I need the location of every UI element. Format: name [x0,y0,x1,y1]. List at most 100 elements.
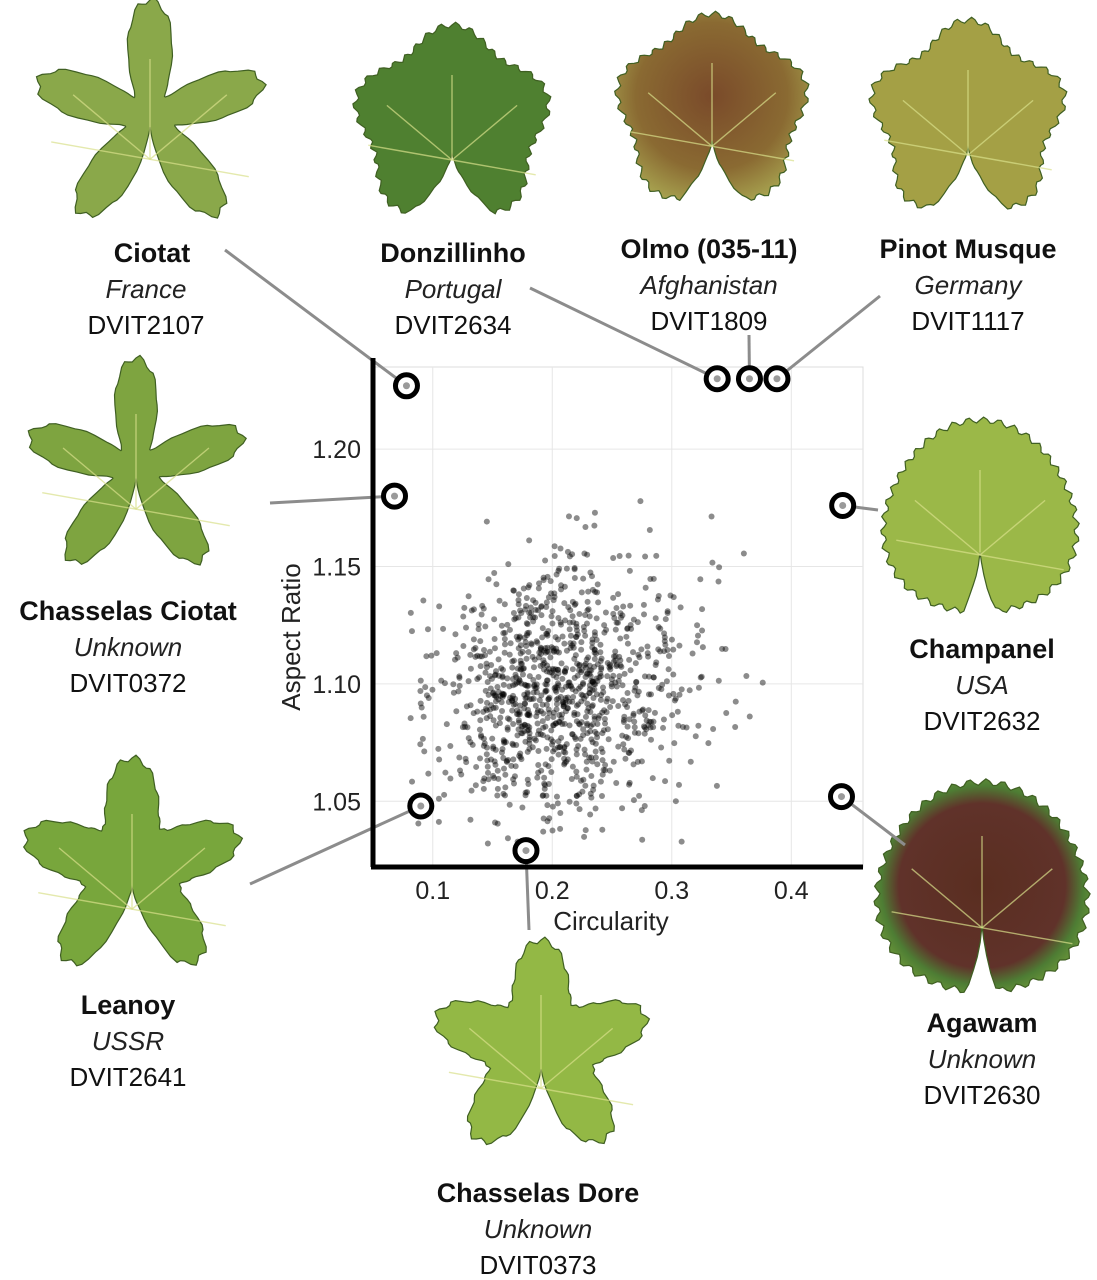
data-point [660,724,667,731]
data-point [616,653,623,660]
data-point [594,589,601,596]
data-point [524,727,531,734]
data-point [665,692,672,699]
data-point [517,660,524,667]
data-point [569,731,576,738]
data-point [493,693,500,700]
data-point [583,758,590,765]
data-point [482,623,489,630]
data-point [586,662,593,669]
data-point [487,713,494,720]
data-point [581,627,588,634]
data-point [576,667,583,674]
data-point [510,587,517,594]
data-point [592,650,599,657]
data-point [478,611,485,618]
data-point [561,640,568,647]
data-point [567,632,574,639]
data-point [460,643,467,650]
data-point [582,782,589,789]
data-point [601,715,608,722]
data-point [571,655,578,662]
data-point [661,648,668,655]
data-point [601,622,608,629]
label-agawam: Agawam Unknown DVIT2630 [923,1008,1040,1110]
leaf-vein [896,539,981,556]
data-point [592,728,599,735]
data-point [501,649,508,656]
data-point [540,574,547,581]
data-point [601,629,608,636]
data-point [557,825,564,832]
data-point [659,681,666,688]
data-point [540,657,547,664]
data-point [638,758,645,765]
data-point [525,710,532,717]
data-point [664,609,671,616]
data-point [492,761,499,768]
data-point [506,651,513,658]
data-point [596,674,603,681]
highlighted-point [392,372,420,400]
data-point [501,635,508,642]
data-point [591,646,598,653]
data-point [558,715,565,722]
data-point [592,754,599,761]
data-point [630,649,637,656]
data-point [617,662,624,669]
data-point [544,631,551,638]
data-point [522,602,529,609]
data-point [534,639,541,646]
data-point [534,774,541,781]
data-point [481,740,488,747]
data-point [540,792,547,799]
data-point [573,792,580,799]
data-point [588,678,595,685]
data-point [582,827,589,834]
highlighted-point [829,491,857,519]
data-point [528,695,535,702]
data-point [664,608,671,615]
data-point [650,575,657,582]
data-point [689,650,696,657]
data-point [417,700,424,707]
data-point [525,648,532,655]
data-point [559,699,566,706]
data-point [524,682,531,689]
data-point [648,736,655,743]
data-point [667,592,674,599]
leaf-vein [386,104,453,161]
data-point [544,573,551,580]
donzillinho-leaf [352,21,552,215]
data-point [521,728,528,735]
data-point [655,684,662,691]
data-point [640,601,647,608]
data-point [575,743,582,750]
data-point [631,687,638,694]
data-point [589,702,596,709]
data-point [565,513,572,520]
data-point [529,653,536,660]
data-point [460,613,467,620]
leaf-vein [914,499,981,556]
data-point [586,690,593,697]
data-point [526,673,533,680]
data-point [522,682,529,689]
data-point [641,802,648,809]
data-point [499,666,506,673]
data-point [463,703,470,710]
data-point [569,598,576,605]
data-point [511,616,518,623]
data-point [495,656,502,663]
data-point [642,553,649,560]
data-point [535,762,542,769]
data-point [510,701,517,708]
data-point [552,634,559,641]
data-point [585,705,592,712]
data-point [593,675,600,682]
data-point [496,720,503,727]
data-point [699,606,706,613]
agawam-leaf [873,778,1091,994]
data-point [454,654,461,661]
data-point [740,550,747,557]
